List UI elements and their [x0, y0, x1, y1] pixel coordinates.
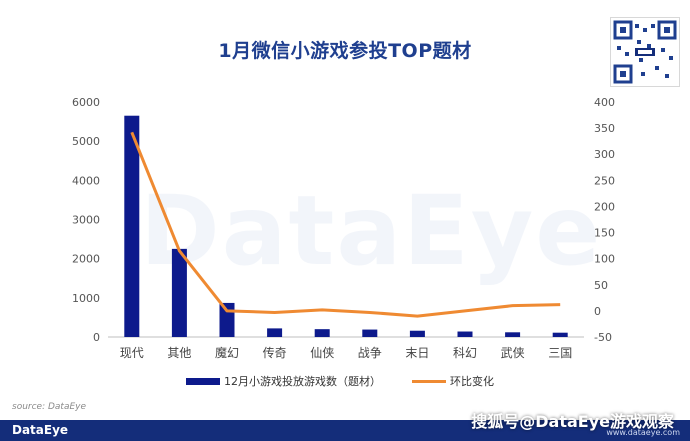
footer-logo: DataEye — [12, 423, 69, 437]
left-tick-label: 6000 — [72, 96, 100, 109]
category-label: 战争 — [358, 346, 382, 360]
legend-line-swatch — [412, 380, 446, 383]
qr-code[interactable] — [610, 17, 680, 87]
right-tick-label: 250 — [594, 174, 615, 187]
category-label: 其他 — [167, 346, 191, 360]
footer-handle[interactable]: 搜狐号@DataEye游戏观察 — [471, 412, 674, 431]
right-tick-label: 300 — [594, 148, 615, 161]
category-label: 武侠 — [501, 346, 525, 360]
left-tick-label: 0 — [93, 331, 100, 344]
bar-魔幻 — [219, 302, 235, 337]
bar-武侠 — [505, 332, 521, 337]
line-series — [130, 131, 561, 318]
left-axis-ticks: 0 1000 2000 3000 4000 5000 6000 — [72, 96, 100, 344]
category-label: 魔幻 — [215, 345, 239, 360]
left-tick-label: 4000 — [72, 174, 100, 187]
right-tick-label: 400 — [594, 96, 615, 109]
legend-bar-label: 12月小游戏投放游戏数（题材） — [224, 375, 381, 388]
right-tick-label: 150 — [594, 227, 615, 240]
bar-传奇 — [267, 328, 283, 337]
left-tick-label: 2000 — [72, 253, 100, 266]
left-tick-label: 5000 — [72, 135, 100, 148]
category-label: 科幻 — [453, 346, 477, 360]
left-tick-label: 3000 — [72, 214, 100, 227]
right-axis-ticks: -50 0 50 100 150 200 250 300 350 400 — [594, 96, 615, 344]
bar-现代 — [124, 115, 140, 337]
legend-bar-swatch — [186, 378, 220, 385]
bar-其他 — [171, 248, 187, 337]
category-label: 三国 — [548, 346, 572, 360]
right-tick-label: -50 — [594, 331, 612, 344]
source-note: source: DataEye — [12, 402, 87, 412]
bar-series — [124, 115, 568, 337]
right-tick-label: 50 — [594, 279, 608, 292]
bar-战争 — [362, 329, 378, 337]
chart-svg: 0 1000 2000 3000 4000 5000 6000 -50 0 50 100 150 20… — [72, 96, 615, 360]
category-label: 仙侠 — [310, 346, 334, 360]
right-tick-label: 100 — [594, 253, 615, 266]
bar-三国 — [552, 332, 568, 337]
bar-科幻 — [457, 331, 473, 337]
bar-末日 — [409, 330, 425, 337]
x-axis-labels: 现代 其他 魔幻 传奇 仙侠 战争 末日 科幻 武侠 三国 — [120, 345, 572, 360]
category-label: 现代 — [120, 346, 144, 360]
qr-code-icon — [613, 20, 677, 84]
category-label: 末日 — [405, 346, 429, 360]
footer-url[interactable]: www.dataeye.com — [606, 428, 680, 437]
chart-title: 1月微信小游戏参投TOP题材 — [218, 40, 472, 62]
left-tick-label: 1000 — [72, 292, 100, 305]
bar-仙侠 — [314, 329, 330, 337]
category-label: 传奇 — [263, 345, 287, 360]
right-tick-label: 350 — [594, 122, 615, 135]
right-tick-label: 200 — [594, 200, 615, 213]
right-tick-label: 0 — [594, 305, 601, 318]
legend-line-label: 环比变化 — [450, 375, 494, 388]
footer-bar — [0, 420, 690, 441]
line-path — [130, 131, 561, 318]
